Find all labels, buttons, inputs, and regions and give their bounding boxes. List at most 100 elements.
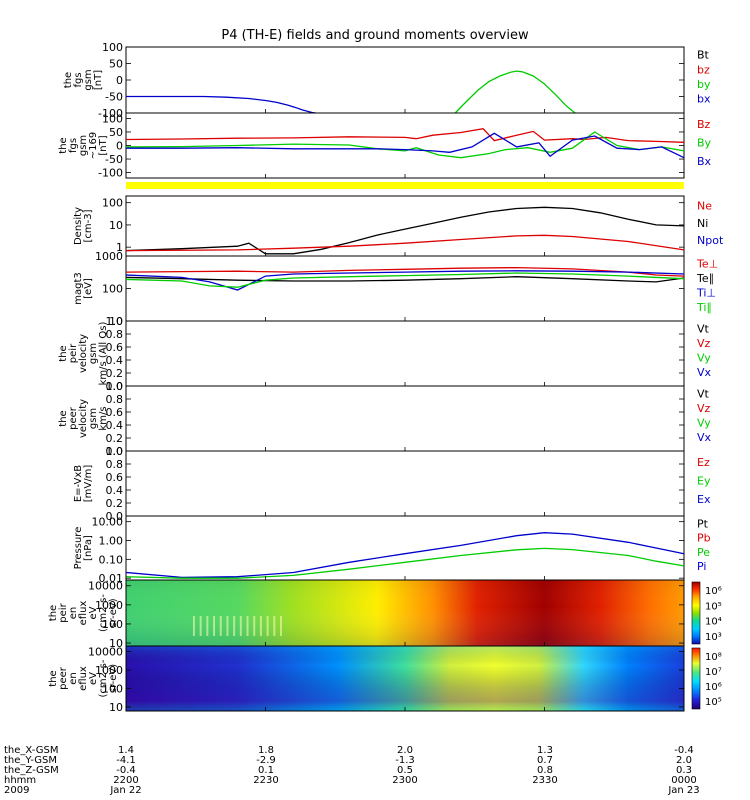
y-tick-label: 10 bbox=[109, 315, 123, 328]
y-tick-label: 0.0 bbox=[106, 445, 124, 458]
panel-frame bbox=[125, 46, 685, 114]
panel-ion_spectrogram: 10⁶ 10⁵ 10⁴ 10³ 10000 1000 100 10 the peir en eflux… bbox=[48, 579, 722, 650]
y-axis-label: [nT] bbox=[98, 135, 109, 155]
colorbar-tick-label: 10⁵ bbox=[705, 601, 722, 612]
ephemeris-value: 0.5 bbox=[397, 765, 413, 776]
y-tick-label: 10.00 bbox=[92, 516, 124, 529]
ephemeris-value: -4.1 bbox=[116, 755, 136, 766]
legend-entry: Te∥ bbox=[696, 272, 714, 285]
y-tick-label: 0.6 bbox=[106, 406, 124, 419]
y-axis-label: [eV] bbox=[83, 278, 94, 299]
y-tick-label: 0.4 bbox=[106, 419, 124, 432]
ephemeris-value: 0.1 bbox=[258, 765, 274, 776]
y-axis-label: gsm bbox=[83, 69, 94, 90]
legend-entry: by bbox=[697, 78, 711, 91]
legend-entry: bx bbox=[697, 93, 711, 106]
colorbar-tick-label: 10⁸ bbox=[705, 652, 722, 663]
legend-entry: Ez bbox=[697, 456, 710, 469]
y-axis-label: eflux bbox=[78, 666, 89, 691]
spectrogram-streak bbox=[239, 616, 242, 636]
legend-entry: Pb bbox=[697, 532, 711, 545]
y-axis-label: [mV/m] bbox=[83, 465, 94, 503]
ephemeris-value: 1.8 bbox=[258, 745, 274, 756]
y-axis-label: sr-eV) bbox=[108, 598, 119, 627]
legend-entry: Pi bbox=[697, 560, 706, 573]
spectrogram-streak bbox=[280, 616, 283, 636]
y-axis-label: fgs bbox=[68, 138, 79, 153]
panel-frame bbox=[125, 255, 685, 322]
y-tick-label: 0.10 bbox=[99, 553, 124, 566]
series-line-Ti∥ bbox=[125, 272, 685, 288]
series-line-Bx bbox=[126, 132, 685, 159]
y-axis-label: Pressure bbox=[73, 527, 84, 570]
series-line-Ni bbox=[125, 206, 685, 255]
y-axis-label: en bbox=[68, 672, 79, 685]
y-axis-label: eV bbox=[88, 672, 99, 685]
ephemeris-value: 2330 bbox=[532, 775, 557, 786]
spectrogram-streak bbox=[259, 616, 262, 636]
y-tick-label: 1000 bbox=[95, 250, 123, 263]
ephemeris-value: 1.4 bbox=[118, 745, 134, 756]
spectrogram-streak bbox=[192, 616, 195, 636]
colorbar bbox=[692, 582, 700, 644]
y-tick-label: -100 bbox=[98, 167, 123, 180]
legend-entry: Te⊥ bbox=[696, 258, 718, 271]
y-tick-label: 0.6 bbox=[106, 471, 124, 484]
legend-entry: Pe bbox=[697, 546, 710, 559]
legend-entry: By bbox=[697, 136, 712, 149]
legend-entry: Ni bbox=[697, 217, 708, 230]
y-tick-label: 0 bbox=[116, 140, 123, 153]
y-axis-label: gsm bbox=[88, 408, 99, 429]
series-line-Pi bbox=[125, 532, 685, 579]
legend-entry: Ne bbox=[697, 200, 712, 213]
colorbar-tick-label: 10³ bbox=[705, 632, 722, 643]
y-axis-label: eflux bbox=[78, 601, 89, 626]
spectrogram-streak bbox=[219, 616, 222, 636]
legend-entry: Bz bbox=[697, 118, 711, 131]
y-tick-label: 100 bbox=[102, 283, 123, 296]
legend-entry: Vy bbox=[697, 351, 711, 364]
legend-entry: Npot bbox=[697, 234, 724, 247]
y-axis-label: gsm bbox=[88, 343, 99, 364]
colorbar-tick-label: 10⁶ bbox=[705, 586, 722, 597]
legend-entry: Vt bbox=[697, 323, 710, 336]
y-axis-label: the bbox=[58, 410, 69, 426]
y-tick-label: 50 bbox=[109, 58, 123, 71]
spectrogram-overlay bbox=[126, 646, 684, 711]
ephemeris-value: 2200 bbox=[113, 775, 138, 786]
y-tick-label: 0.2 bbox=[106, 432, 124, 445]
legend-entry: Ey bbox=[697, 474, 711, 487]
y-tick-label: 100 bbox=[102, 682, 123, 695]
y-axis-label: gsm bbox=[78, 135, 89, 156]
legend-entry: Bx bbox=[697, 155, 712, 168]
y-tick-label: 0.4 bbox=[106, 484, 124, 497]
y-axis-label: the bbox=[58, 345, 69, 361]
y-tick-label: 0.2 bbox=[106, 497, 124, 510]
y-tick-label: 10 bbox=[109, 219, 123, 232]
legend-entry: Ti∥ bbox=[696, 301, 712, 314]
y-axis-label: km/s bbox=[98, 406, 109, 430]
legend-entry: Vx bbox=[697, 431, 712, 444]
legend-entry: Vz bbox=[697, 402, 711, 415]
legend-entry: Bt bbox=[697, 49, 710, 62]
y-axis-label: [cm-3] bbox=[83, 209, 94, 242]
ephemeris-value: 1.3 bbox=[537, 745, 553, 756]
ephemeris-value: -0.4 bbox=[674, 745, 694, 756]
y-axis-label: peir bbox=[58, 602, 69, 622]
ephemeris-value: Jan 23 bbox=[667, 785, 699, 796]
ephemeris-value: Jan 22 bbox=[109, 785, 141, 796]
series-line-By bbox=[125, 131, 685, 159]
ephemeris-value: -1.3 bbox=[395, 755, 415, 766]
panel-frame bbox=[125, 320, 685, 387]
chart-title: P4 (TH-E) fields and ground moments over… bbox=[221, 28, 529, 43]
legend-entry: Ti⊥ bbox=[696, 286, 716, 299]
ephemeris-label: the_Y-GSM bbox=[4, 755, 57, 766]
y-tick-label: 1.00 bbox=[99, 535, 124, 548]
legend-entry: Vz bbox=[697, 337, 711, 350]
y-axis-label: (cm2-s- bbox=[98, 659, 109, 697]
y-tick-label: 1000 bbox=[95, 599, 123, 612]
y-axis-label: velocity bbox=[78, 399, 89, 438]
panel-frame bbox=[125, 450, 685, 517]
y-tick-label: 0.8 bbox=[106, 328, 124, 341]
